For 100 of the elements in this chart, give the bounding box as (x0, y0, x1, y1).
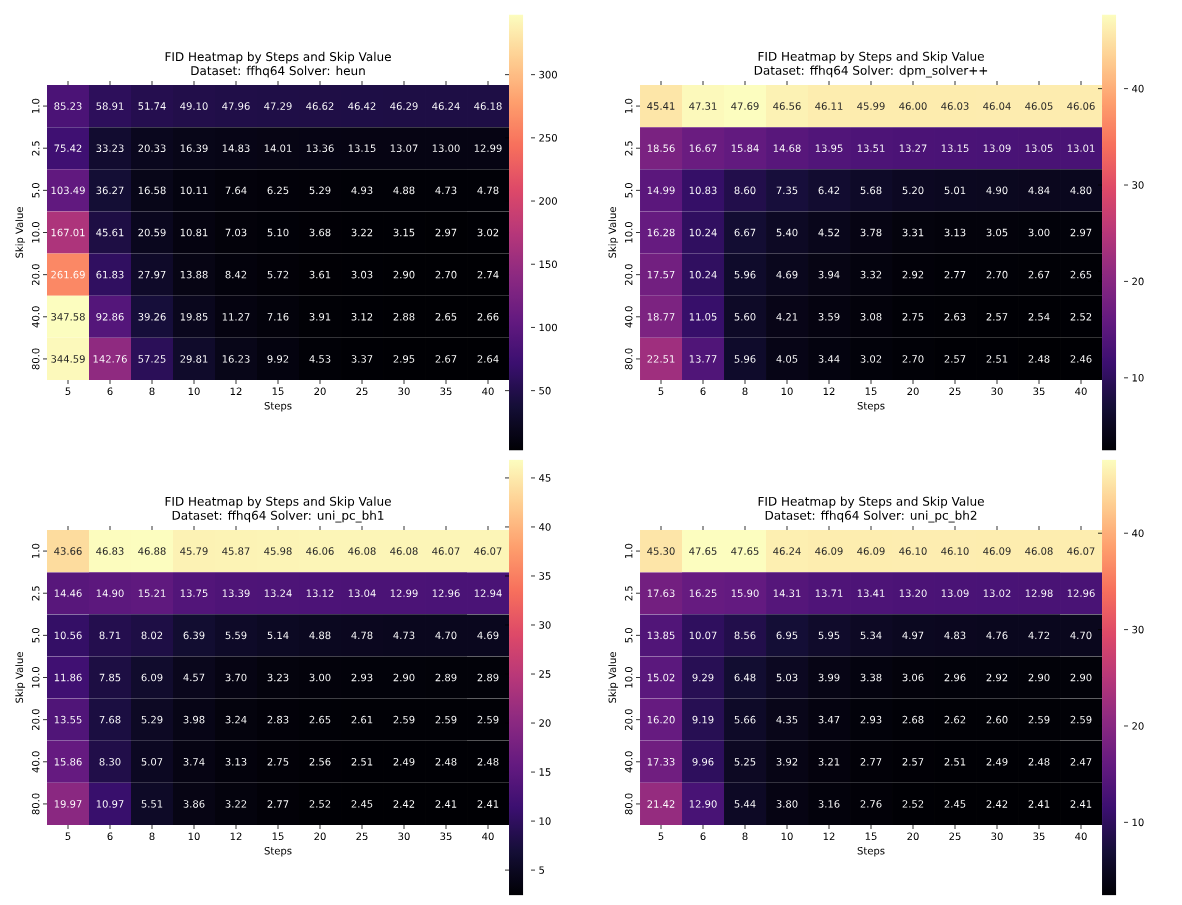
x-tick-label: 20 (907, 387, 919, 396)
data-label: 2.77 (267, 800, 289, 808)
data-label: 19.85 (180, 312, 208, 321)
data-label: 2.62 (944, 715, 966, 724)
data-label: 13.09 (983, 144, 1011, 152)
data-label: 2.77 (944, 270, 966, 279)
data-label: 46.11 (815, 102, 843, 110)
data-label: 3.59 (818, 312, 840, 321)
data-label: 9.29 (692, 673, 714, 682)
data-label: 3.21 (818, 758, 840, 766)
data-label: 13.12 (306, 589, 334, 597)
color-bar-label: 10 (1132, 374, 1144, 382)
data-label: 2.41 (1070, 800, 1092, 808)
data-label: 6.95 (776, 631, 798, 640)
x-tick-label: 12 (230, 387, 242, 395)
color-bar-label: 300 (539, 70, 557, 79)
data-label: 14.01 (264, 144, 292, 152)
y-tick-label: 1.0 (31, 98, 40, 113)
y-tick-label: 10.0 (31, 667, 40, 688)
x-axis-title: Steps (264, 401, 292, 412)
data-label: 4.70 (435, 631, 457, 640)
data-label: 3.00 (1028, 228, 1050, 237)
data-label: 3.13 (225, 758, 247, 766)
data-label: 2.42 (986, 800, 1008, 808)
data-label: 49.10 (180, 102, 208, 110)
data-label: 2.70 (902, 355, 924, 363)
data-label: 7.68 (99, 715, 121, 724)
data-label: 4.88 (393, 186, 415, 195)
data-label: 2.76 (860, 800, 882, 808)
data-label: 5.96 (734, 270, 756, 279)
data-label: 16.25 (689, 589, 717, 597)
data-label: 3.15 (393, 228, 415, 237)
data-label: 3.74 (183, 758, 205, 766)
data-label: 13.36 (306, 144, 334, 152)
y-tick-label: 10.0 (624, 222, 633, 243)
chart-subtitle: Dataset: ffhq64 Solver: uni_pc_bh2 (765, 510, 977, 523)
x-tick-label: 8 (742, 387, 748, 396)
data-label: 57.25 (138, 355, 166, 363)
data-label: 3.86 (183, 800, 205, 808)
y-tick-label: 40.0 (624, 751, 633, 773)
data-label: 9.92 (267, 355, 289, 363)
data-label: 47.65 (731, 547, 759, 555)
x-tick-label: 30 (991, 387, 1003, 396)
data-label: 10.24 (689, 228, 717, 237)
data-label: 46.56 (773, 102, 801, 110)
data-label: 58.91 (96, 102, 124, 110)
data-label: 5.44 (734, 800, 756, 808)
data-label: 5.03 (776, 673, 798, 682)
x-tick-label: 40 (1075, 832, 1087, 841)
data-label: 13.15 (941, 144, 969, 152)
data-label: 45.61 (96, 228, 124, 237)
data-label: 2.70 (435, 270, 457, 279)
x-tick-label: 30 (991, 832, 1003, 841)
data-label: 20.59 (138, 228, 166, 237)
data-label: 4.78 (477, 186, 499, 195)
data-label: 47.69 (731, 102, 759, 110)
data-label: 47.65 (689, 547, 717, 555)
data-label: 2.95 (393, 355, 415, 363)
x-tick-label: 5 (65, 387, 71, 395)
data-label: 13.39 (222, 589, 250, 597)
data-label: 46.03 (941, 102, 969, 110)
data-label: 10.56 (54, 631, 82, 640)
y-axis-title: Skip Value (15, 207, 26, 258)
data-label: 4.78 (351, 631, 373, 640)
data-label: 2.41 (477, 800, 499, 808)
color-bar-label: 30 (1132, 181, 1144, 189)
data-label: 2.60 (986, 715, 1008, 724)
data-label: 2.57 (902, 758, 924, 766)
data-label: 2.88 (393, 312, 415, 321)
color-bar-label: 10 (539, 817, 551, 825)
data-label: 2.48 (435, 758, 457, 766)
data-label: 13.24 (264, 589, 292, 597)
data-label: 4.73 (393, 631, 415, 640)
data-label: 8.30 (99, 758, 121, 766)
x-tick-label: 25 (356, 832, 368, 841)
y-tick-label: 1.0 (624, 98, 633, 113)
color-bar-label: 50 (539, 386, 551, 395)
data-label: 2.67 (1028, 270, 1050, 279)
color-bar-label: 45 (539, 474, 551, 482)
chart-subtitle: Dataset: ffhq64 Solver: uni_pc_bh1 (172, 510, 384, 523)
data-label: 46.00 (899, 102, 927, 110)
data-label: 2.97 (435, 228, 457, 237)
x-tick-label: 5 (65, 832, 71, 840)
chart-title: FID Heatmap by Steps and Skip Value (758, 51, 984, 64)
data-label: 2.74 (477, 270, 499, 279)
y-axis-title: Skip Value (608, 652, 619, 703)
data-label: 8.42 (225, 270, 247, 279)
data-label: 2.47 (1070, 758, 1092, 766)
data-label: 2.59 (1070, 715, 1092, 724)
data-label: 6.48 (734, 673, 756, 682)
data-label: 17.63 (647, 589, 675, 597)
data-label: 46.83 (96, 547, 124, 555)
y-tick-label: 40.0 (31, 751, 40, 773)
data-label: 39.26 (138, 312, 166, 321)
data-label: 2.49 (986, 758, 1008, 766)
data-label: 12.96 (432, 589, 460, 597)
data-label: 10.83 (689, 186, 717, 195)
data-label: 2.70 (986, 270, 1008, 279)
y-tick-label: 80.0 (31, 348, 40, 370)
data-label: 5.34 (860, 631, 882, 640)
